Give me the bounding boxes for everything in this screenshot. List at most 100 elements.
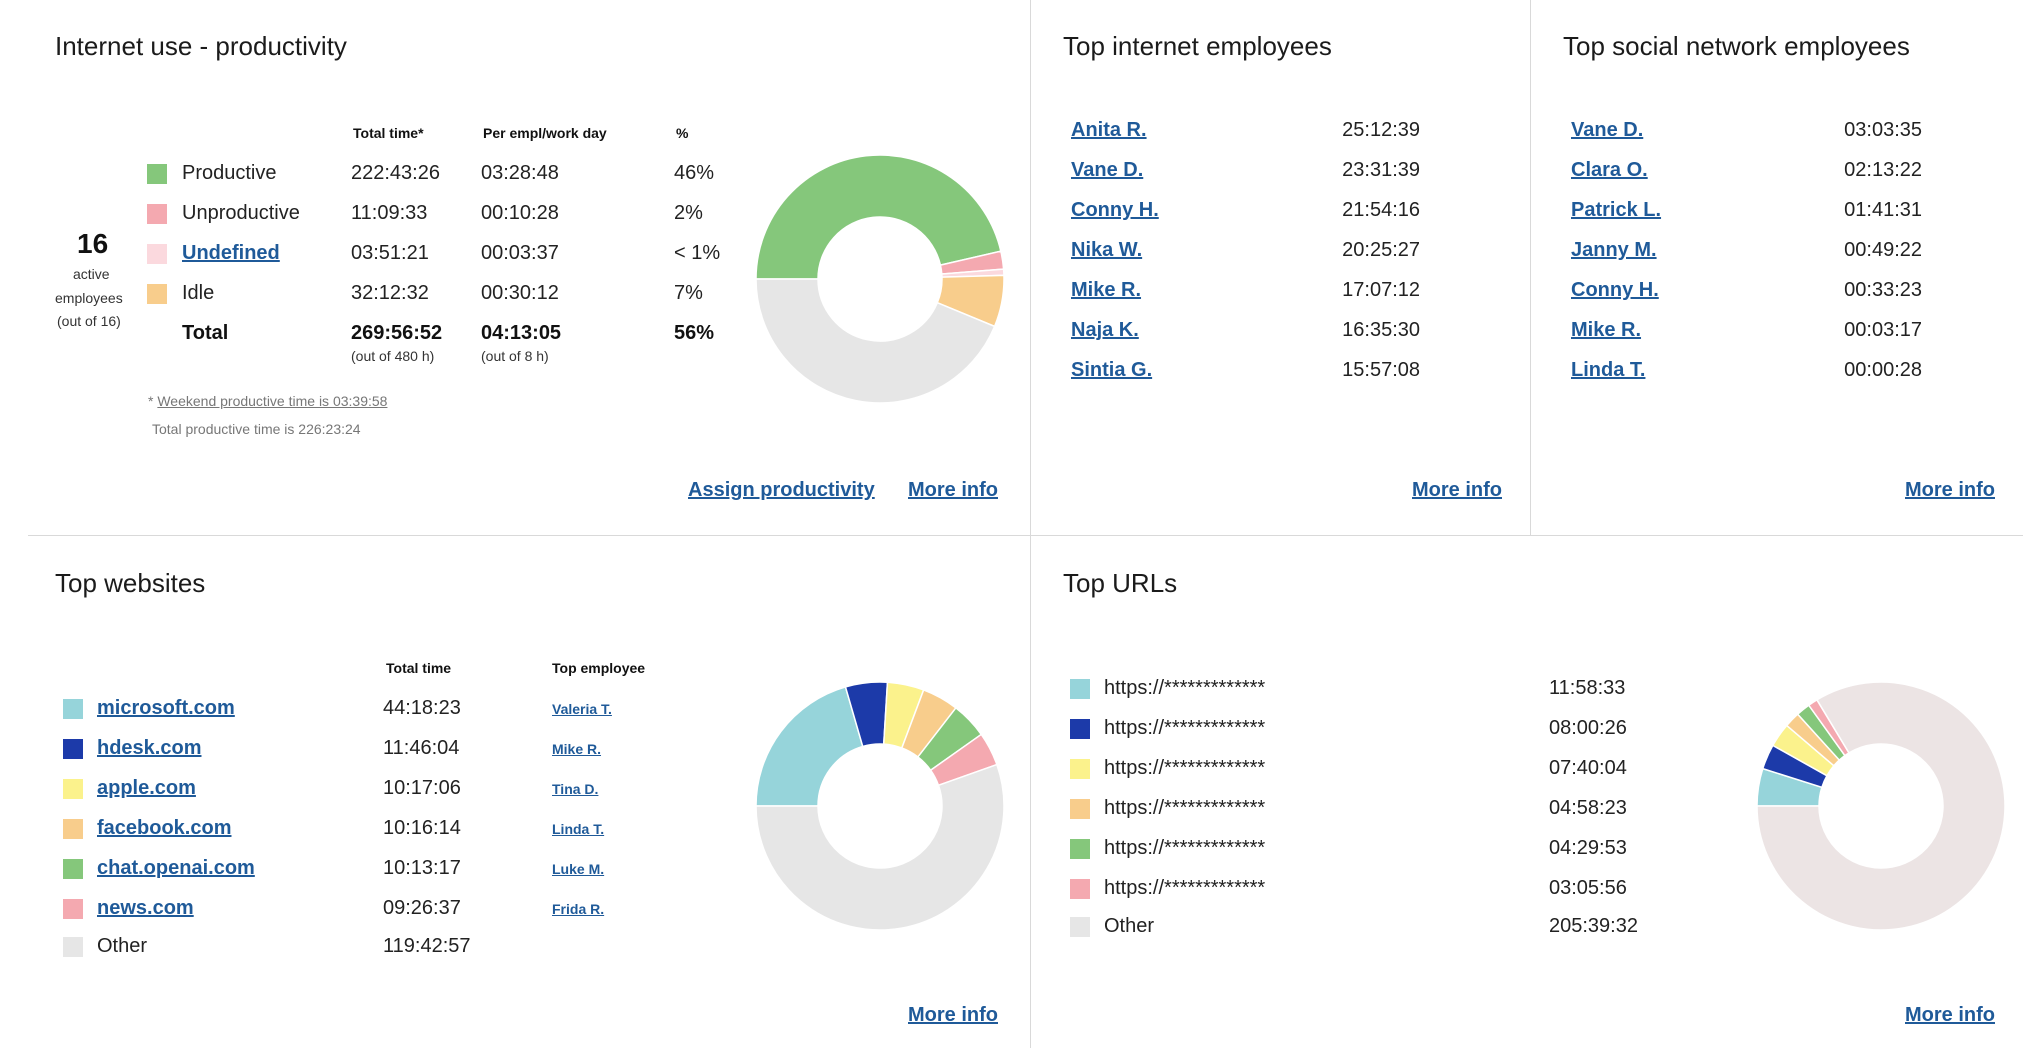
- undefined-link[interactable]: Undefined: [182, 242, 280, 264]
- website-link[interactable]: news.com: [97, 897, 194, 919]
- top-employee-link[interactable]: Mike R.: [552, 741, 602, 757]
- productivity-donut-chart: [755, 154, 1005, 404]
- employee-link[interactable]: Conny H.: [1571, 279, 1659, 301]
- other-label: Other: [1104, 915, 1155, 937]
- row-pct: 7%: [674, 282, 703, 304]
- legend-swatch: [1070, 719, 1090, 739]
- employee-link[interactable]: Anita R.: [1071, 119, 1147, 141]
- website-time: 10:17:06: [383, 777, 461, 799]
- employee-time: 00:49:22: [1844, 239, 1922, 261]
- row-per-day: 00:03:37: [481, 242, 559, 264]
- url-time: 03:05:56: [1549, 877, 1627, 899]
- employee-time: 15:57:08: [1342, 359, 1420, 381]
- note-star: *: [148, 393, 154, 409]
- employee-link[interactable]: Clara O.: [1571, 159, 1648, 181]
- row-label: Unproductive: [182, 202, 300, 224]
- donut-slice-other[interactable]: [755, 763, 1005, 931]
- employee-time: 21:54:16: [1342, 199, 1420, 221]
- more-info-link[interactable]: More info: [908, 1004, 998, 1026]
- employee-link[interactable]: Mike R.: [1571, 319, 1642, 341]
- other-time: 205:39:32: [1549, 915, 1638, 937]
- top-employee-link[interactable]: Linda T.: [552, 821, 605, 837]
- legend-swatch: [1070, 839, 1090, 859]
- total-productive-note: Total productive time is 226:23:24: [152, 421, 361, 437]
- donut-slice-productive[interactable]: [755, 154, 1002, 280]
- employee-link[interactable]: Patrick L.: [1571, 199, 1662, 221]
- divider-vertical-1: [1030, 0, 1031, 1048]
- panel-title: Top URLs: [1063, 568, 1178, 598]
- donut-slice-microsoft-com[interactable]: [755, 685, 864, 807]
- total-per-day-sub: (out of 8 h): [481, 348, 549, 364]
- website-time: 09:26:37: [383, 897, 461, 919]
- legend-swatch: [63, 899, 83, 919]
- top-employee-link[interactable]: Tina D.: [552, 781, 599, 797]
- more-info-link[interactable]: More info: [908, 479, 998, 501]
- website-link[interactable]: hdesk.com: [97, 737, 202, 759]
- url-text: https://*************: [1104, 797, 1266, 819]
- legend-swatch: [63, 859, 83, 879]
- employee-link[interactable]: Nika W.: [1071, 239, 1143, 261]
- employee-time: 02:13:22: [1844, 159, 1922, 181]
- more-info-link[interactable]: More info: [1412, 479, 1502, 501]
- other-time: 119:42:57: [383, 935, 471, 957]
- column-header-total: Total time: [386, 660, 452, 676]
- row-per-day: 03:28:48: [481, 162, 559, 184]
- weekend-productive-link[interactable]: Weekend productive time is 03:39:58: [157, 393, 388, 409]
- employee-link[interactable]: Sintia G.: [1071, 359, 1153, 381]
- url-text: https://*************: [1104, 717, 1266, 739]
- total-time: 269:56:52: [351, 322, 443, 344]
- assign-productivity-link[interactable]: Assign productivity: [688, 479, 875, 501]
- more-info-link[interactable]: More info: [1905, 479, 1995, 501]
- url-time: 04:29:53: [1549, 837, 1627, 859]
- more-info-link[interactable]: More info: [1905, 1004, 1995, 1026]
- top-urls-panel: Top URLs https://************* 11:58:33 ht…: [1031, 536, 2040, 1048]
- active-label: employees: [55, 290, 123, 306]
- donut-slice-other[interactable]: [755, 278, 996, 404]
- row-label: Idle: [182, 282, 215, 304]
- column-header-employee: Top employee: [552, 660, 646, 676]
- panel-title: Top websites: [55, 568, 206, 598]
- website-link[interactable]: microsoft.com: [97, 697, 235, 719]
- website-time: 44:18:23: [383, 697, 461, 719]
- legend-swatch-productive: [147, 164, 167, 184]
- url-time: 04:58:23: [1549, 797, 1627, 819]
- panel-title: Internet use - productivity: [55, 31, 347, 61]
- url-text: https://*************: [1104, 757, 1266, 779]
- employee-link[interactable]: Naja K.: [1071, 319, 1139, 341]
- top-social-panel: Top social network employees Vane D. 03:0…: [1531, 0, 2040, 535]
- top-employee-link[interactable]: Valeria T.: [552, 701, 612, 717]
- top-employee-link[interactable]: Frida R.: [552, 901, 605, 917]
- url-text: https://*************: [1104, 877, 1266, 899]
- employee-time: 03:03:35: [1844, 119, 1922, 141]
- row-per-day: 00:30:12: [481, 282, 559, 304]
- url-time: 07:40:04: [1549, 757, 1627, 779]
- employee-link[interactable]: Linda T.: [1571, 359, 1646, 381]
- legend-swatch: [1070, 879, 1090, 899]
- legend-swatch: [63, 699, 83, 719]
- legend-swatch: [1070, 799, 1090, 819]
- employee-link[interactable]: Mike R.: [1071, 279, 1142, 301]
- legend-swatch: [1070, 759, 1090, 779]
- employee-link[interactable]: Vane D.: [1071, 159, 1144, 181]
- row-pct: < 1%: [674, 242, 721, 264]
- row-total: 222:43:26: [351, 162, 440, 184]
- other-label: Other: [97, 935, 148, 957]
- row-total: 03:51:21: [351, 242, 429, 264]
- website-link[interactable]: facebook.com: [97, 817, 232, 839]
- employee-link[interactable]: Janny M.: [1571, 239, 1657, 261]
- url-text: https://*************: [1104, 677, 1266, 699]
- website-link[interactable]: apple.com: [97, 777, 196, 799]
- employee-time: 17:07:12: [1342, 279, 1420, 301]
- active-count: 16: [77, 228, 109, 259]
- legend-swatch: [63, 819, 83, 839]
- website-link[interactable]: chat.openai.com: [97, 857, 255, 879]
- legend-swatch-idle: [147, 284, 167, 304]
- employee-link[interactable]: Conny H.: [1071, 199, 1159, 221]
- employee-link[interactable]: Vane D.: [1571, 119, 1644, 141]
- legend-swatch: [63, 739, 83, 759]
- top-employee-link[interactable]: Luke M.: [552, 861, 605, 877]
- row-label: Productive: [182, 162, 277, 184]
- donut-slice-other[interactable]: [1756, 681, 2006, 931]
- website-time: 10:13:17: [383, 857, 461, 879]
- divider-vertical-2: [1530, 0, 1531, 535]
